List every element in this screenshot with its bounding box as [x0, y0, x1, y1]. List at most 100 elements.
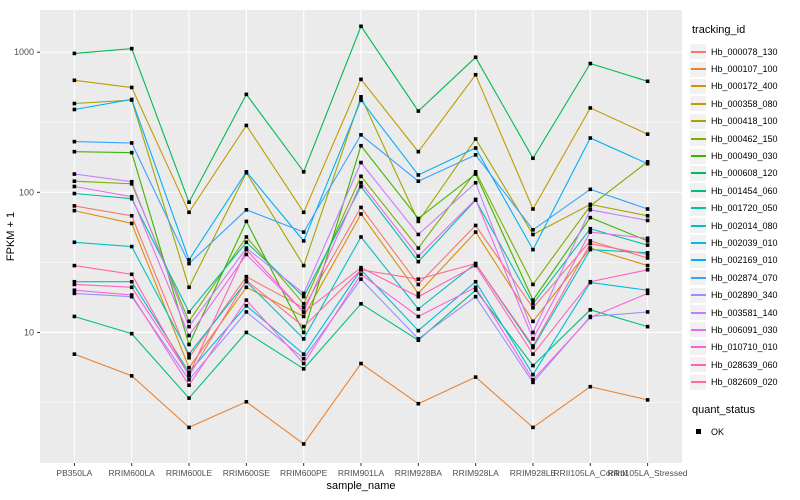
- data-point: [301, 352, 306, 356]
- legend-item-label: Hb_006091_030: [711, 324, 778, 335]
- data-point: [416, 219, 421, 224]
- data-point: [72, 279, 77, 284]
- data-point: [645, 160, 650, 164]
- data-point: [129, 46, 134, 51]
- data-point: [473, 153, 478, 157]
- legend-item-Hb_002890_340: Hb_002890_340: [690, 286, 800, 303]
- data-point: [72, 204, 77, 208]
- data-point: [129, 97, 134, 102]
- data-point: [301, 330, 306, 335]
- data-point: [416, 282, 421, 287]
- data-point: [129, 279, 134, 284]
- data-point: [531, 330, 535, 335]
- data-point: [473, 261, 478, 266]
- data-point: [187, 383, 191, 388]
- data-point: [531, 352, 535, 356]
- legend-item-Hb_082609_020: Hb_082609_020: [690, 373, 800, 390]
- data-point: [187, 319, 191, 324]
- data-point: [187, 324, 191, 329]
- legend-item-label: Hb_082609_020: [711, 377, 778, 388]
- data-point: [531, 156, 535, 161]
- legend-item-quant-OK: OK: [690, 423, 800, 440]
- legend-item-Hb_006091_030: Hb_006091_030: [690, 321, 800, 338]
- data-point: [359, 24, 363, 29]
- data-point: [588, 61, 593, 66]
- point-marker-icon: [695, 429, 701, 434]
- legend-item-label: Hb_001720_050: [711, 203, 778, 214]
- legend-color-line: [690, 120, 706, 123]
- data-point: [473, 72, 478, 77]
- data-point: [531, 282, 535, 287]
- data-point: [588, 187, 593, 192]
- data-point: [416, 401, 421, 406]
- legend-item-label: Hb_000418_100: [711, 116, 778, 127]
- legend-item-Hb_001720_050: Hb_001720_050: [690, 200, 800, 217]
- data-point: [187, 365, 191, 370]
- legend-color-line: [690, 311, 706, 314]
- data-point: [531, 425, 535, 430]
- data-point: [359, 98, 363, 102]
- data-point: [645, 288, 650, 293]
- legend-item-Hb_000462_150: Hb_000462_150: [690, 130, 800, 147]
- legend-item-Hb_000172_400: Hb_000172_400: [690, 78, 800, 95]
- data-point: [244, 278, 249, 283]
- data-point: [301, 170, 306, 174]
- legend-item-Hb_000418_100: Hb_000418_100: [690, 113, 800, 130]
- legend-item-label: Hb_001454_060: [711, 185, 778, 196]
- data-point: [129, 141, 134, 145]
- data-point: [72, 352, 77, 356]
- legend-color-line: [690, 328, 706, 331]
- data-point: [416, 294, 421, 299]
- x-tick-label: PB350LA: [56, 468, 92, 478]
- data-point: [187, 257, 191, 262]
- data-point: [244, 219, 249, 224]
- data-point: [244, 123, 249, 128]
- data-point: [129, 179, 134, 184]
- data-point: [72, 179, 77, 184]
- data-point: [531, 298, 535, 302]
- data-point: [129, 244, 134, 249]
- data-point: [645, 398, 650, 402]
- data-point: [531, 228, 535, 232]
- data-point: [416, 291, 421, 296]
- legend-item-Hb_000107_100: Hb_000107_100: [690, 60, 800, 77]
- legend-item-label: Hb_000490_030: [711, 151, 778, 162]
- data-point: [645, 236, 650, 241]
- data-point: [72, 291, 77, 296]
- data-point: [187, 396, 191, 400]
- data-point: [645, 291, 650, 296]
- data-point: [187, 342, 191, 347]
- x-tick-label: RRIM600PE: [280, 468, 328, 478]
- data-point: [301, 361, 306, 366]
- data-point: [473, 197, 478, 202]
- data-point: [473, 223, 478, 228]
- legend-color-line: [690, 363, 706, 366]
- data-point: [473, 375, 478, 379]
- legend-color-line: [690, 381, 706, 384]
- data-point: [416, 328, 421, 333]
- x-tick-label: RRIM901LA: [338, 468, 385, 478]
- legend-color-line: [690, 102, 706, 105]
- legend-key-swatch: [690, 270, 706, 286]
- data-point: [244, 310, 249, 314]
- legend-color-line: [690, 346, 706, 349]
- data-point: [531, 363, 535, 368]
- y-tick-label: 1000: [14, 47, 34, 57]
- legend-key-swatch: [690, 374, 706, 390]
- data-point: [645, 243, 650, 247]
- legend-item-label: Hb_000172_400: [711, 81, 778, 92]
- data-point: [416, 337, 421, 341]
- data-point: [187, 370, 191, 375]
- data-point: [72, 263, 77, 268]
- data-point: [645, 267, 650, 272]
- data-point: [72, 191, 77, 196]
- data-point: [301, 291, 306, 296]
- legend-key-swatch: [690, 305, 706, 321]
- data-point: [187, 261, 191, 266]
- data-point: [416, 307, 421, 311]
- data-point: [187, 355, 191, 360]
- data-point: [588, 247, 593, 252]
- data-point: [244, 274, 249, 279]
- data-point: [473, 172, 478, 176]
